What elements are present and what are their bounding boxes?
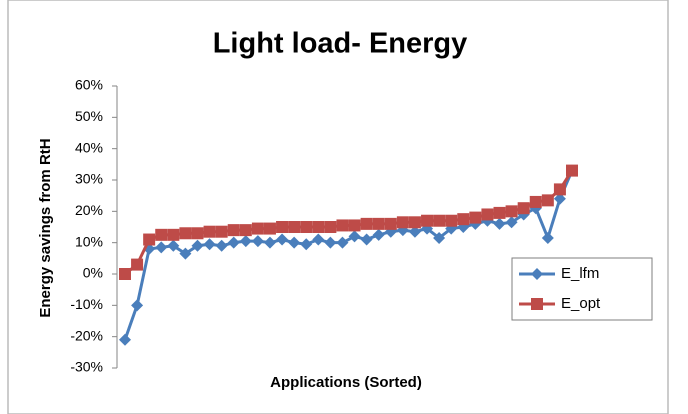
- marker: [360, 217, 373, 230]
- marker: [566, 164, 578, 177]
- marker: [372, 217, 385, 230]
- marker: [529, 195, 542, 208]
- marker: [493, 217, 506, 230]
- legend-marker: [531, 268, 543, 280]
- marker: [553, 192, 566, 205]
- marker: [396, 216, 409, 229]
- marker: [251, 235, 264, 248]
- marker: [276, 233, 289, 246]
- marker: [348, 230, 361, 243]
- marker: [239, 224, 252, 237]
- marker: [227, 224, 240, 237]
- legend-marker: [531, 298, 543, 310]
- y-tick-label: 50%: [75, 108, 103, 124]
- marker: [408, 225, 421, 238]
- marker: [167, 239, 180, 252]
- marker: [203, 238, 216, 251]
- marker: [493, 206, 506, 219]
- marker: [155, 241, 168, 254]
- marker: [336, 219, 349, 232]
- y-tick-label: -10%: [70, 296, 103, 312]
- marker: [433, 214, 446, 227]
- marker: [300, 221, 313, 233]
- marker: [288, 221, 301, 233]
- y-tick-label: 60%: [75, 77, 103, 93]
- y-tick-label: 10%: [75, 233, 103, 249]
- marker: [384, 217, 397, 230]
- marker: [179, 227, 192, 240]
- marker: [312, 233, 325, 246]
- chart-frame: [7, 0, 669, 414]
- marker: [263, 236, 276, 249]
- marker: [191, 239, 204, 252]
- y-tick-label: 40%: [75, 139, 103, 155]
- legend-label: E_opt: [561, 295, 601, 312]
- marker: [300, 238, 313, 251]
- marker: [505, 205, 518, 218]
- marker: [541, 231, 554, 244]
- marker: [421, 214, 434, 227]
- marker: [251, 222, 264, 235]
- marker: [372, 228, 385, 241]
- marker: [119, 333, 131, 346]
- marker: [348, 219, 361, 232]
- marker: [553, 183, 566, 196]
- y-tick-label: -20%: [70, 327, 103, 343]
- y-axis-label: Energy savings from RtH: [37, 138, 54, 317]
- marker: [433, 231, 446, 244]
- marker: [408, 216, 421, 229]
- marker: [263, 222, 276, 235]
- marker: [324, 236, 337, 249]
- marker: [167, 228, 180, 241]
- marker: [517, 202, 530, 215]
- marker: [215, 239, 228, 252]
- marker: [445, 214, 458, 227]
- marker: [505, 216, 518, 229]
- marker: [360, 233, 373, 246]
- marker: [203, 225, 216, 238]
- chart-title: Light load- Energy: [213, 28, 468, 60]
- y-tick-label: 0%: [83, 265, 103, 281]
- marker: [324, 221, 337, 233]
- marker: [239, 235, 252, 248]
- marker: [143, 233, 156, 246]
- marker: [288, 236, 301, 249]
- marker: [191, 227, 204, 240]
- marker: [119, 268, 131, 280]
- y-tick-label: -30%: [70, 359, 103, 375]
- marker: [481, 208, 494, 221]
- marker: [215, 225, 228, 238]
- legend-label: E_lfm: [561, 265, 599, 282]
- marker: [469, 211, 482, 224]
- marker: [312, 221, 325, 233]
- marker: [336, 236, 349, 249]
- marker: [179, 247, 192, 260]
- marker: [131, 258, 144, 271]
- y-tick-label: 20%: [75, 202, 103, 218]
- marker: [457, 213, 470, 226]
- marker: [276, 221, 289, 233]
- x-axis-label: Applications (Sorted): [270, 374, 422, 391]
- marker: [541, 194, 554, 207]
- marker: [155, 228, 168, 241]
- marker: [227, 236, 240, 249]
- y-tick-label: 30%: [75, 171, 103, 187]
- marker: [131, 299, 144, 312]
